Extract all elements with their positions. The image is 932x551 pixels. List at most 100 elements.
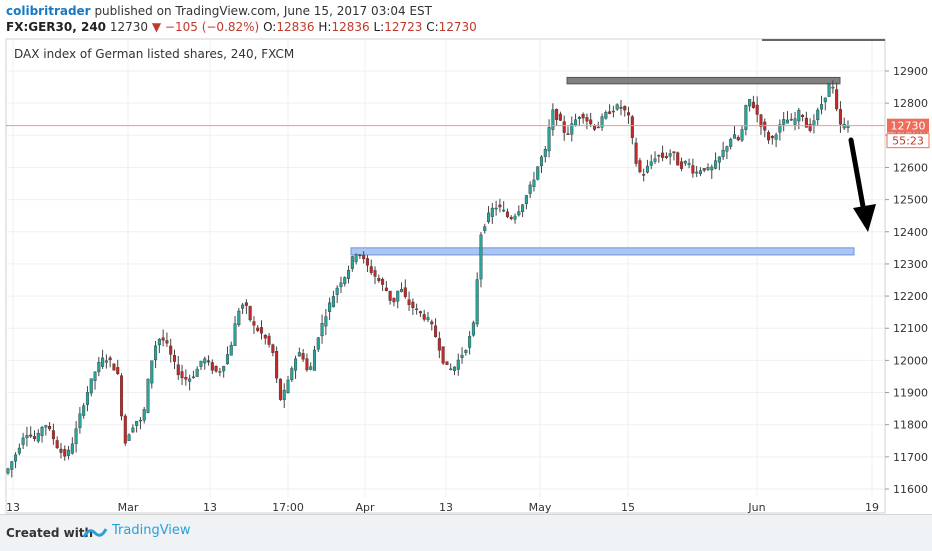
- candle-body: [589, 119, 593, 125]
- candle-body: [441, 346, 445, 364]
- candle-body: [131, 427, 135, 433]
- candle-body: [135, 420, 139, 426]
- candle-body: [176, 364, 180, 376]
- down-arrow-annotation: [848, 137, 876, 232]
- candle-body: [702, 168, 706, 171]
- candle-body: [290, 368, 294, 381]
- candle-body: [785, 119, 789, 124]
- candle-body: [343, 277, 347, 284]
- high-value: 12836: [331, 20, 370, 34]
- candle-body: [78, 413, 82, 429]
- published-text: published on TradingView.com, June 15, 2…: [94, 4, 432, 18]
- candle-body: [222, 366, 226, 372]
- candle-body: [767, 132, 771, 141]
- candle-body: [256, 327, 260, 331]
- candle-body: [801, 115, 805, 118]
- created-with-label: Created with: [6, 526, 94, 540]
- candle-body: [241, 304, 245, 309]
- candle-body: [59, 448, 63, 453]
- candle-body: [275, 351, 279, 379]
- candle-body: [259, 327, 264, 334]
- candle-body: [513, 215, 517, 220]
- candle-body: [51, 430, 55, 440]
- candle-body: [233, 323, 237, 346]
- y-tick-label: 12000: [893, 354, 928, 367]
- x-tick-label: 15: [621, 501, 635, 514]
- ohlc-line: FX:GER30, 240 12730 ▼ −105 (−0.82%) O:12…: [6, 20, 477, 34]
- candle-body: [116, 367, 120, 374]
- candle-body: [157, 338, 161, 346]
- candle-body: [679, 161, 684, 169]
- candle-body: [305, 358, 309, 371]
- candle-body: [558, 113, 562, 121]
- support-zone: [350, 247, 855, 256]
- candle-body: [574, 119, 578, 127]
- candle-body: [29, 434, 33, 437]
- candle-body: [793, 118, 797, 125]
- candle-body: [36, 432, 40, 442]
- candle-body: [169, 345, 173, 355]
- candle-body: [32, 436, 37, 440]
- candle-body: [267, 335, 271, 345]
- author-link[interactable]: colibritrader: [6, 4, 91, 18]
- x-tick-label: Apr: [355, 501, 375, 514]
- candle-body: [210, 362, 214, 371]
- candle-body: [377, 278, 381, 282]
- candle-body: [203, 358, 207, 364]
- candle-body: [755, 104, 759, 115]
- candle-body: [112, 363, 116, 371]
- candle-body: [362, 255, 366, 260]
- high-label: H:: [318, 20, 332, 34]
- candle-body: [339, 282, 343, 287]
- candle-body: [63, 449, 67, 457]
- candle-body: [89, 378, 93, 394]
- candle-body: [347, 269, 351, 279]
- candle-body: [604, 112, 608, 119]
- candle-body: [555, 109, 559, 120]
- candle-body: [74, 428, 78, 444]
- y-tick-label: 12900: [893, 65, 928, 78]
- candle-body: [252, 321, 256, 326]
- y-tick-label: 12300: [893, 258, 928, 271]
- candle-body: [464, 350, 468, 353]
- candle-body: [316, 337, 320, 350]
- candle-body: [691, 165, 695, 174]
- candle-body: [418, 311, 422, 314]
- candle-body: [808, 124, 812, 131]
- candle-body: [816, 109, 820, 121]
- candle-body: [695, 171, 699, 174]
- candle-body: [407, 299, 411, 305]
- candle-body: [161, 337, 165, 341]
- candle-body: [789, 118, 793, 121]
- candle-body: [331, 296, 335, 308]
- candle-body: [543, 149, 547, 157]
- x-tick-label: 13: [439, 501, 453, 514]
- candle-body: [358, 254, 362, 257]
- candle-body: [509, 217, 513, 219]
- candle-body: [452, 366, 457, 371]
- candle-body: [430, 321, 434, 325]
- tradingview-brand-link[interactable]: TradingView: [112, 523, 191, 538]
- candle-body: [487, 212, 491, 223]
- candle-body: [301, 353, 305, 360]
- x-tick-label: Mar: [118, 501, 139, 514]
- candle-body: [119, 375, 124, 417]
- countdown-badge: [886, 133, 930, 149]
- candle-body: [97, 362, 101, 373]
- price-chart[interactable]: 11600 11700 11800 11900 12000 12100 12200 12300…: [0, 0, 932, 514]
- candle-body: [67, 449, 71, 456]
- candle-body: [664, 156, 668, 158]
- candle-body: [142, 409, 146, 421]
- candle-body: [44, 425, 48, 428]
- candle-body: [547, 127, 551, 152]
- candle-body: [381, 278, 385, 285]
- candle-body: [460, 354, 464, 358]
- candle-body: [505, 211, 509, 218]
- arrow-shaft: [848, 137, 867, 215]
- candle-body: [286, 379, 290, 394]
- candle-body: [585, 117, 589, 122]
- candle-body: [528, 184, 532, 194]
- candle-body: [297, 352, 301, 357]
- y-tick-label: 11800: [893, 419, 928, 432]
- candle-body: [611, 110, 615, 113]
